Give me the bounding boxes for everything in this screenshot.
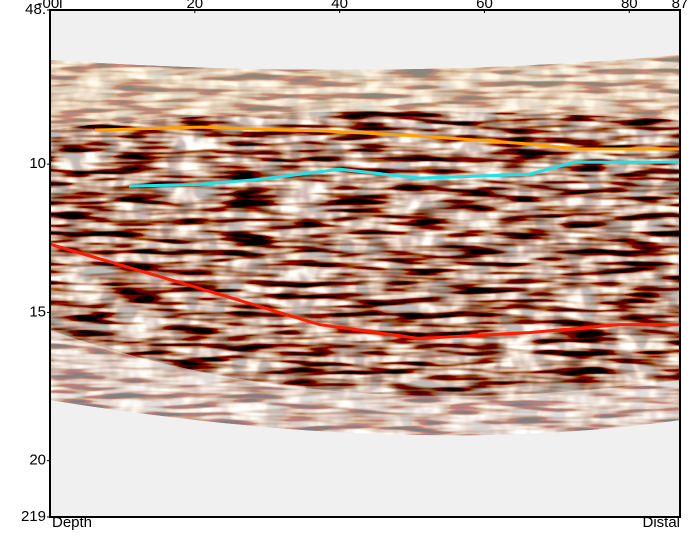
x-tick-label: 40	[331, 0, 348, 12]
upper-band	[50, 55, 680, 130]
x-axis-label: Distal	[642, 514, 680, 531]
plot-frame	[49, 9, 681, 518]
y-tick-label: 20	[29, 452, 46, 469]
x-tick-label: 80	[621, 0, 638, 12]
x-tick-label: -00l	[37, 0, 62, 12]
y-tick-label: 219	[21, 508, 46, 525]
horizon-line	[128, 160, 680, 188]
horizon-line	[94, 125, 680, 151]
x-tick-label: 20	[186, 0, 203, 12]
x-tick-label: 60	[476, 0, 493, 12]
y-axis-label: Depth	[52, 514, 92, 531]
x-tick-label: 87	[672, 0, 689, 12]
y-tick-label: 10	[29, 155, 46, 172]
seismic-image	[50, 55, 680, 436]
horizon-line	[50, 242, 680, 341]
y-tick-label: 48.	[25, 1, 46, 18]
lower-band	[50, 330, 680, 436]
horizons	[50, 125, 680, 341]
seismic-traces	[50, 55, 680, 436]
y-tick-label: 15	[29, 303, 46, 320]
